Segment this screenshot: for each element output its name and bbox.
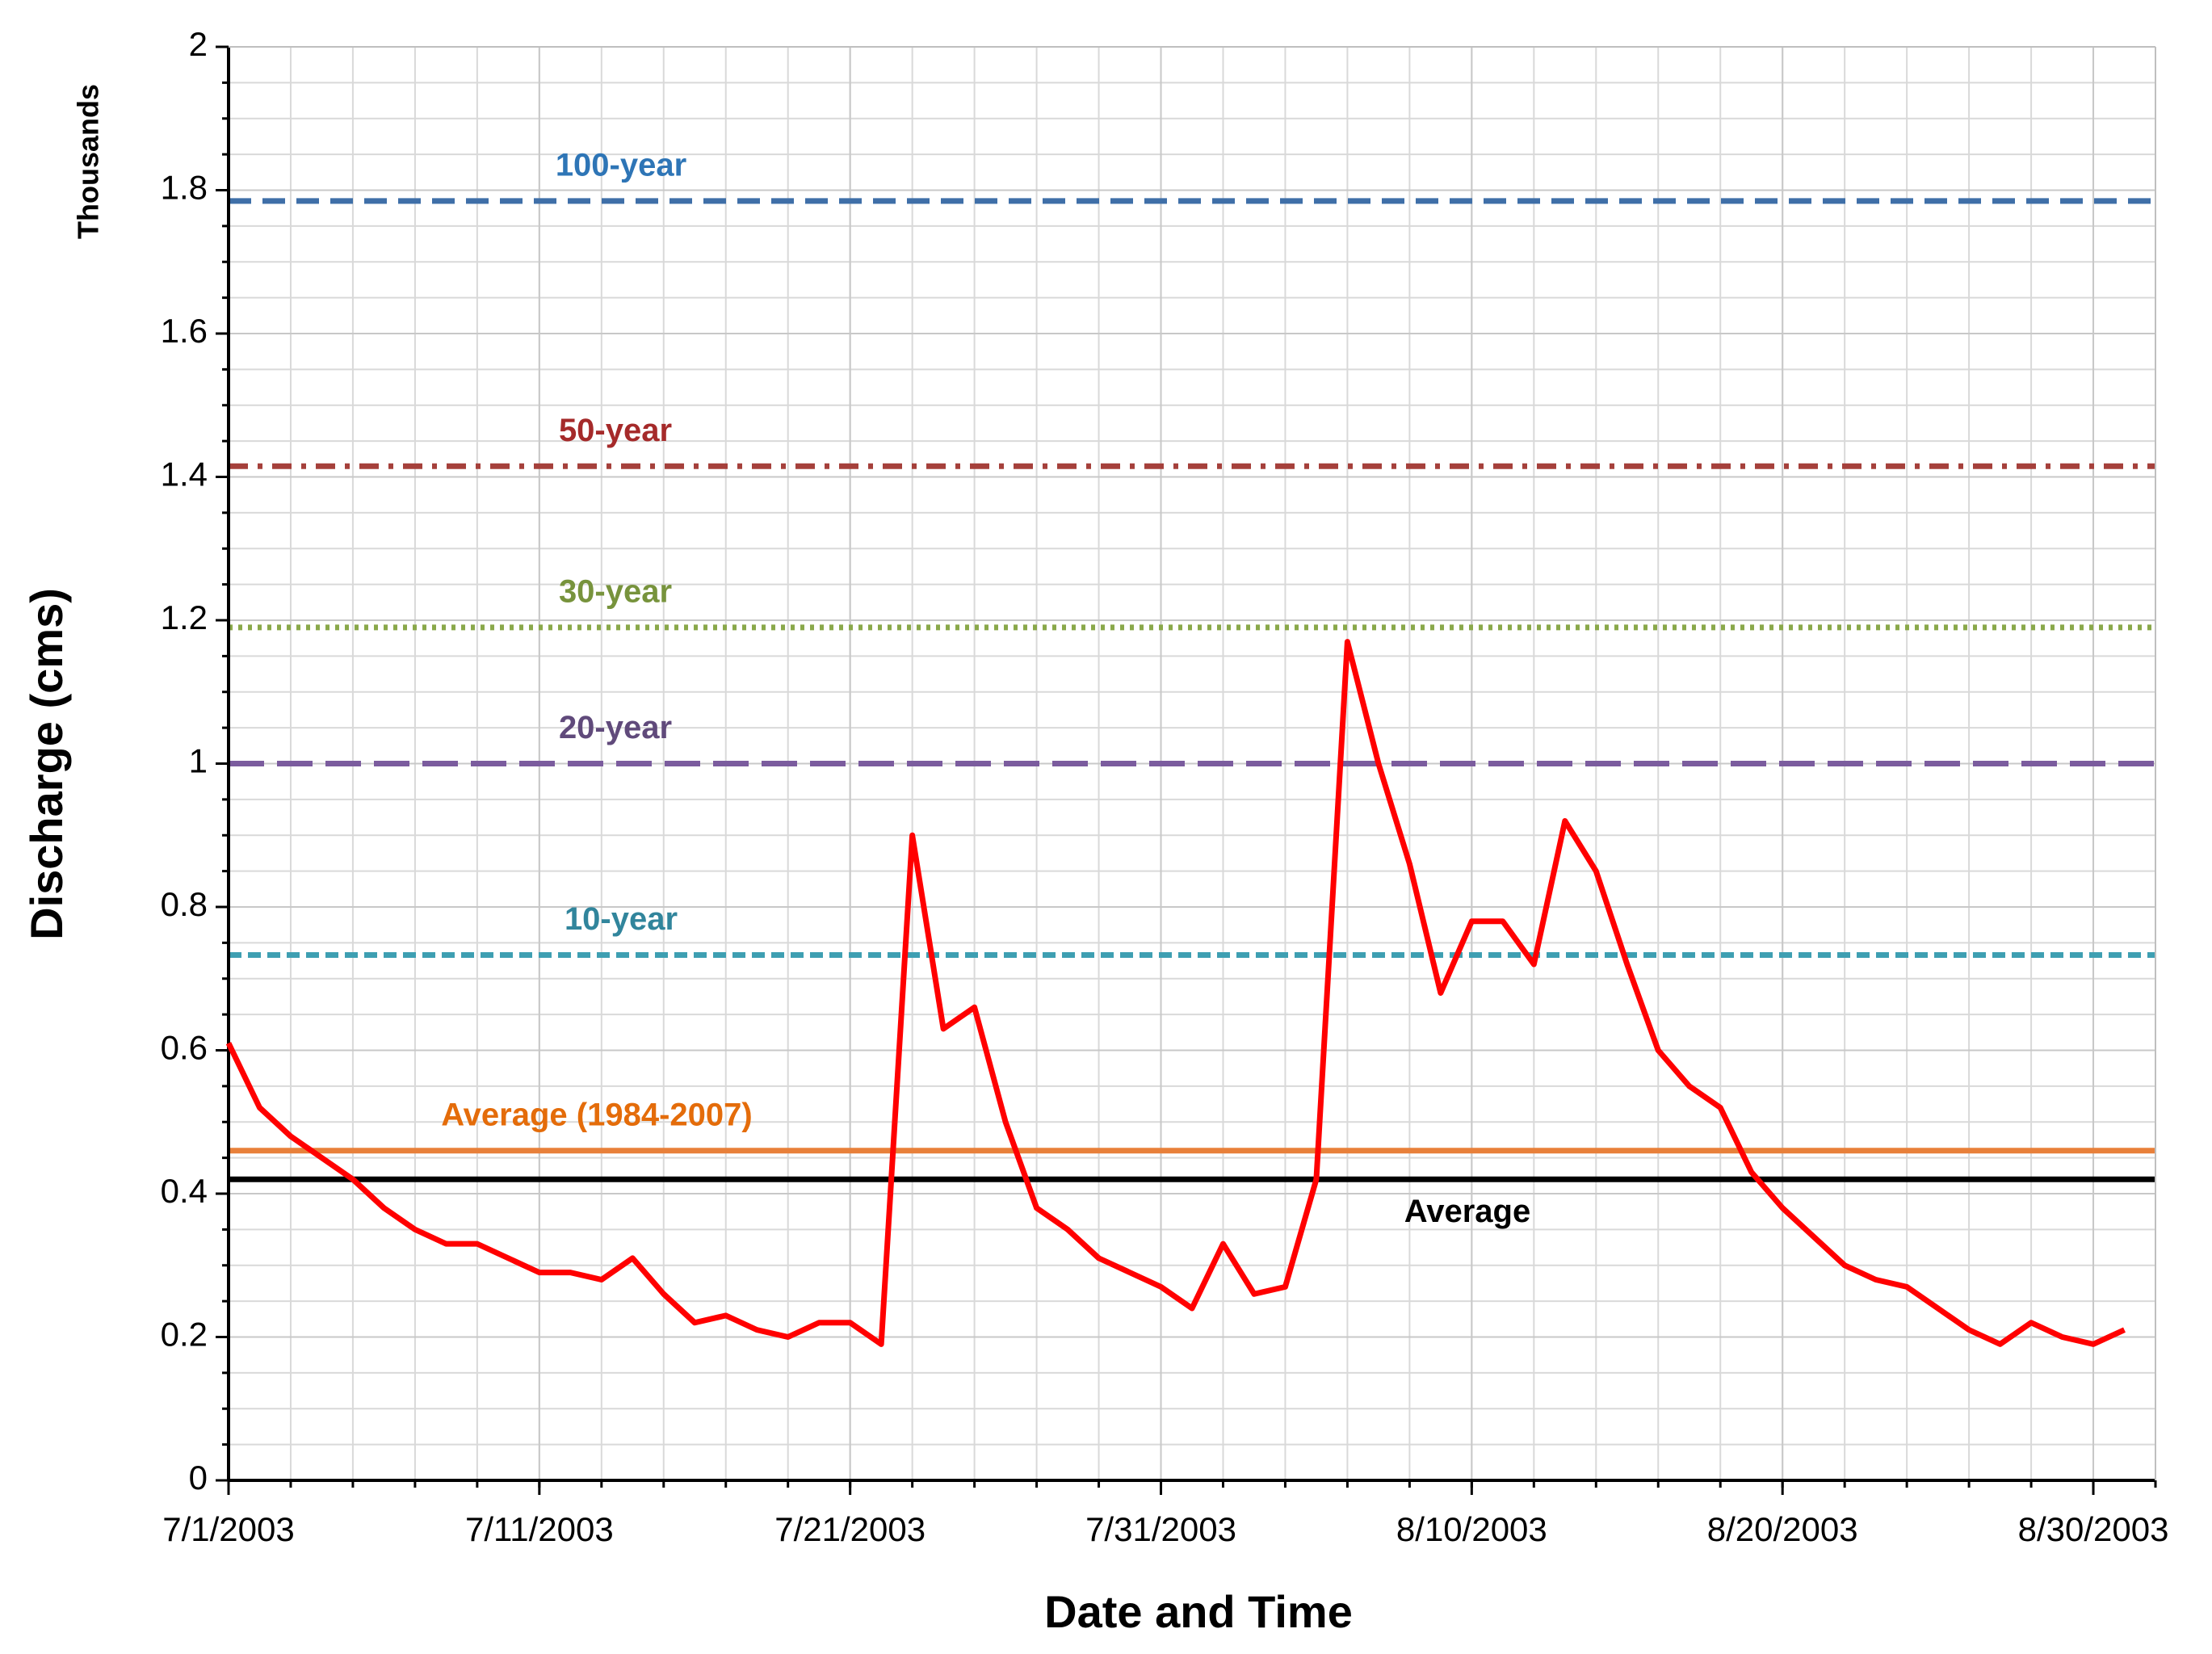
x-tick-label: 7/1/2003 [162,1510,295,1548]
reference-label: 10-year [565,901,678,937]
y-unit-label: Thousands [72,84,105,239]
y-tick-label: 0.8 [161,885,208,923]
reference-label: 100-year [556,147,686,183]
x-axis-title: Date and Time [1044,1586,1353,1637]
x-tick-label: 7/11/2003 [465,1510,614,1548]
y-tick-label: 0.6 [161,1029,208,1067]
y-tick-label: 0.4 [161,1172,208,1210]
reference-label: 50-year [559,413,672,448]
y-tick-label: 1.8 [161,169,208,207]
reference-label: Average (1984-2007) [441,1097,752,1132]
data-line [225,639,2126,1347]
y-tick-label: 1.2 [161,598,208,636]
y-tick-label: 1.6 [161,312,208,350]
x-tick-label: 7/31/2003 [1085,1510,1236,1548]
x-tick-label: 8/30/2003 [2018,1510,2169,1548]
reference-label: 20-year [559,710,672,745]
y-tick-label: 1 [189,742,208,780]
reference-label: 30-year [559,573,672,609]
y-tick-label: 2 [189,25,208,63]
x-tick-label: 8/20/2003 [1707,1510,1858,1548]
reference-label: Average [1404,1194,1530,1229]
x-tick-label: 7/21/2003 [774,1510,926,1548]
x-tick-label: 8/10/2003 [1396,1510,1547,1548]
y-axis-title: Discharge (cms) [21,588,72,940]
y-tick-label: 0 [189,1459,208,1497]
y-tick-label: 0.2 [161,1316,208,1354]
y-tick-label: 1.4 [161,455,208,493]
